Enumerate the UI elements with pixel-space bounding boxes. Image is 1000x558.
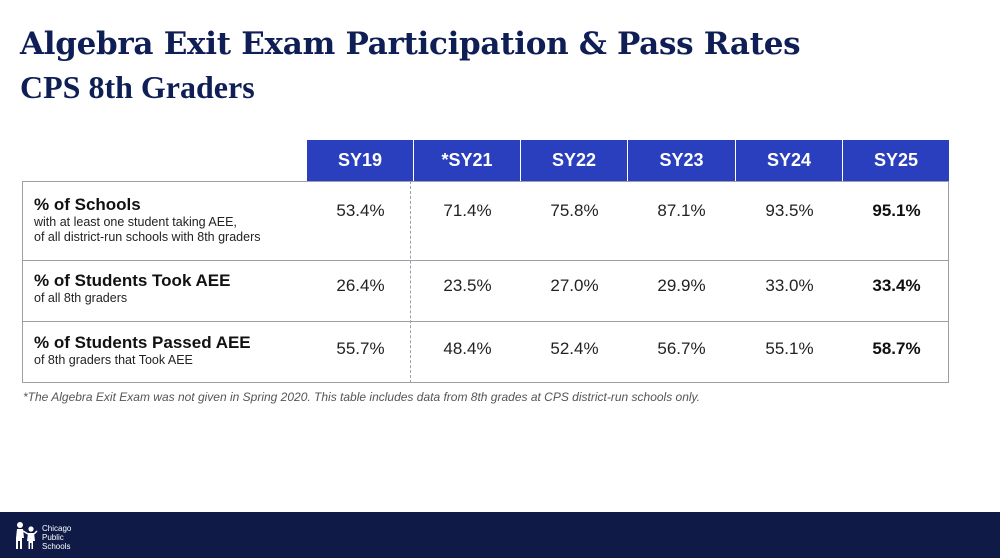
row-title: % of Students Took AEE	[34, 271, 231, 290]
table-cell: 29.9%	[657, 276, 706, 295]
wordmark-line: Public	[42, 533, 64, 542]
cps-logo: Chicago Public Schools	[14, 520, 71, 555]
table-cell: 53.4%	[336, 201, 385, 220]
table-cell: 27.0%	[550, 276, 599, 295]
table-body	[22, 181, 949, 383]
column-header-sy25: SY25	[843, 140, 949, 181]
table-cell: 87.1%	[657, 201, 706, 220]
table-cell: 52.4%	[550, 339, 599, 358]
table-cell-highlight: 95.1%	[872, 201, 921, 220]
table-cell: 23.5%	[443, 276, 492, 295]
table-cell: 56.7%	[657, 339, 706, 358]
row-label-students-passed: % of Students Passed AEE of 8th graders …	[34, 333, 251, 368]
table-cell: 48.4%	[443, 339, 492, 358]
page-subtitle: CPS 8th Graders	[20, 69, 255, 105]
table-cell-highlight: 58.7%	[872, 339, 921, 358]
footer-bar: Chicago Public Schools	[0, 512, 1000, 558]
row-label-schools: % of Schools with at least one student t…	[34, 195, 260, 245]
table-cell: 33.0%	[765, 276, 814, 295]
wordmark-line: Schools	[42, 542, 71, 551]
page-title: Algebra Exit Exam Participation & Pass R…	[20, 26, 801, 62]
wordmark-line: Chicago	[42, 524, 72, 533]
table-cell: 93.5%	[765, 201, 814, 220]
cps-children-silhouette-icon	[14, 520, 38, 555]
column-header-sy21: *SY21	[414, 140, 521, 181]
row-title: % of Students Passed AEE	[34, 333, 251, 352]
column-header-sy24: SY24	[736, 140, 843, 181]
row-subtitle: of all 8th graders	[34, 291, 128, 305]
row-title: % of Schools	[34, 195, 141, 214]
row-subtitle: of all district-run schools with 8th gra…	[34, 230, 261, 244]
covid-gap-divider	[410, 181, 411, 383]
footnote: *The Algebra Exit Exam was not given in …	[23, 390, 701, 404]
table-cell-highlight: 33.4%	[872, 276, 921, 295]
row-divider	[22, 260, 949, 261]
table-cell: 71.4%	[443, 201, 492, 220]
row-divider	[22, 321, 949, 322]
row-subtitle: with at least one student taking AEE,	[34, 215, 237, 229]
table-cell: 75.8%	[550, 201, 599, 220]
row-subtitle: of 8th graders that Took AEE	[34, 353, 193, 367]
column-header-sy23: SY23	[628, 140, 736, 181]
table-cell: 26.4%	[336, 276, 385, 295]
cps-wordmark: Chicago Public Schools	[42, 524, 71, 551]
data-table: SY19 *SY21 SY22 SY23 SY24 SY25 % of Scho…	[22, 140, 949, 383]
column-header-sy22: SY22	[521, 140, 628, 181]
table-cell: 55.7%	[336, 339, 385, 358]
column-header-sy19: SY19	[307, 140, 414, 181]
table-cell: 55.1%	[765, 339, 814, 358]
row-label-students-took: % of Students Took AEE of all 8th grader…	[34, 271, 230, 306]
